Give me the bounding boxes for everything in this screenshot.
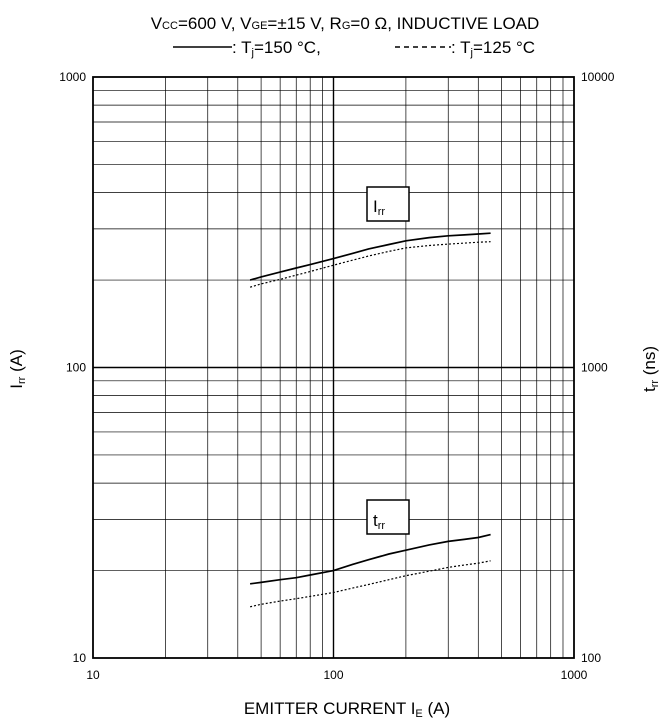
x-tick-label: 10	[86, 668, 100, 682]
y-left-tick-labels: 1000 100 10	[59, 70, 86, 665]
x-tick-label: 1000	[561, 668, 588, 682]
y-right-axis-label: trr (ns)	[640, 346, 661, 392]
trr-tj150-line	[250, 535, 491, 584]
y-right-tick-label: 10000	[581, 70, 615, 84]
series-group	[250, 233, 491, 607]
irr-tj150-line	[250, 233, 491, 280]
legend-dashed-label: : Tj=125 °C	[451, 38, 535, 59]
y-right-tick-labels: 10000 1000 100	[581, 70, 615, 665]
chart-title-line1: VCC=600 V, VGE=±15 V, RG=0 Ω, INDUCTIVE …	[151, 14, 540, 33]
x-tick-labels: 10 100 1000	[86, 668, 587, 682]
y-left-tick-label: 1000	[59, 70, 86, 84]
y-left-tick-label: 10	[73, 651, 87, 665]
trr-tj125-line	[250, 561, 491, 607]
y-left-tick-label: 100	[66, 361, 86, 375]
legend-solid-label: : Tj=150 °C,	[232, 38, 321, 59]
x-tick-label: 100	[323, 668, 343, 682]
x-axis-label: EMITTER CURRENT IE (A)	[244, 699, 450, 720]
y-right-tick-label: 100	[581, 651, 601, 665]
y-left-axis-label: Irr (A)	[7, 349, 28, 388]
y-right-tick-label: 1000	[581, 361, 608, 375]
